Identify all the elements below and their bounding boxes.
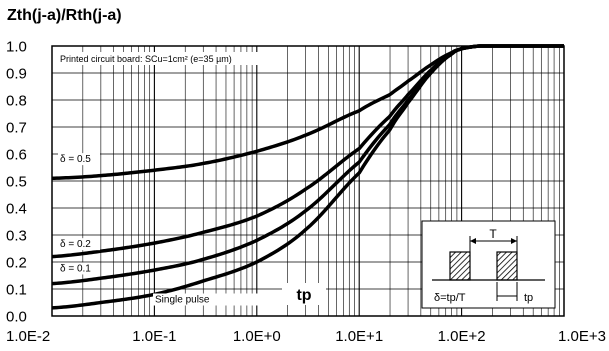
y-tick-label: 0.1 [6,282,27,299]
x-tick-label: 1.0E+3 [558,328,606,345]
inset-box [421,220,556,309]
x-tick-label: 1.0E-2 [6,328,50,345]
pcb-label-bg [55,52,280,65]
y-tick-label: 0.9 [6,66,27,83]
series-group [51,44,564,310]
x-tick-label: 1.0E+1 [335,328,383,345]
series-label-bg [153,293,263,306]
series-label-1: δ = 0.2 [60,239,91,250]
x-tick-label: 1.0E-1 [132,328,176,345]
annotations: Printed circuit board: SCu=1cm² (e=35 µm… [55,52,326,306]
x-axis-label: tp [296,287,311,304]
series-label-bg [58,153,100,166]
axis-ticks: 0.0 0.1 0.2 0.3 0.4 0.5 0.6 0.7 0.8 0.9 1.0 1.0E-2 1… [6,39,606,346]
pcb-label: Printed circuit board: SCu=1cm² (e=35 µm… [60,54,232,64]
duty-cycle-label: δ=tp/T [434,292,466,304]
series-line-0 [51,44,564,181]
pulse-1 [449,251,471,281]
y-tick-label: 0.6 [6,147,27,164]
y-tick-label: 0.0 [6,309,27,326]
x-tick-label: 1.0E+0 [233,328,281,345]
pulse-2 [496,251,518,281]
series-label-bg [58,238,100,251]
y-tick-label: 1.0 [6,39,27,56]
series-label-0: δ = 0.5 [60,154,91,165]
series-label-3: Single pulse [155,295,210,306]
tp-label: tp [524,292,533,304]
y-tick-label: 0.2 [6,255,27,272]
period-label: T [489,227,497,241]
x-axis-label-bg [282,283,326,305]
duty-cycle-inset: Tδ=tp/T tp [421,220,556,309]
y-tick-label: 0.7 [6,120,27,137]
y-tick-label: 0.8 [6,93,27,110]
x-tick-label: 1.0E+2 [438,328,486,345]
series-label-2: δ = 0.1 [60,263,91,274]
y-tick-label: 0.3 [6,228,27,245]
series-line-3 [51,44,564,310]
series-label-bg [58,262,100,275]
y-tick-label: 0.5 [6,174,27,191]
y-tick-label: 0.4 [6,201,27,218]
chart-title: Zth(j-a)/Rth(j-a) [7,7,122,24]
